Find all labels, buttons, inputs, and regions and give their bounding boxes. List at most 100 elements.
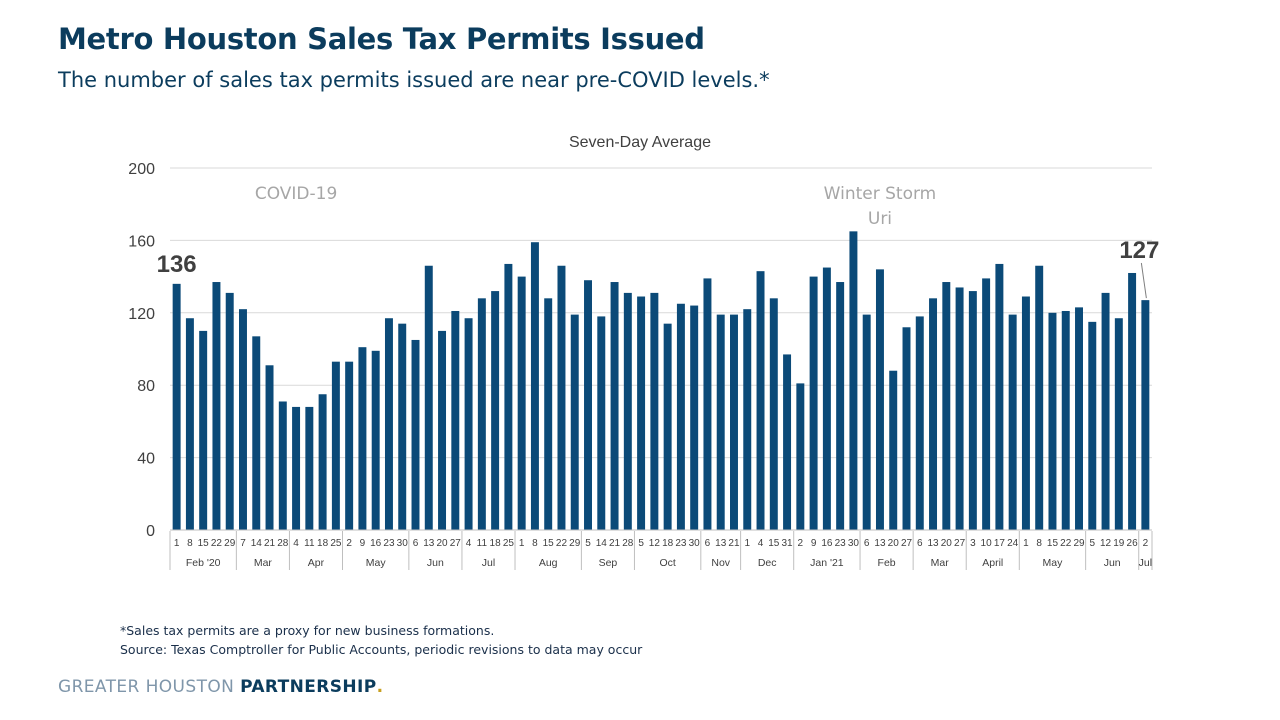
bar [623, 292, 632, 530]
x-tick-label: 22 [211, 538, 223, 549]
x-tick-label: 1 [519, 538, 525, 549]
bar [637, 296, 646, 530]
bar [597, 316, 606, 530]
bar [225, 292, 234, 530]
x-tick-label: 23 [675, 538, 687, 549]
bar [1128, 272, 1137, 530]
source-note: Source: Texas Comptroller for Public Acc… [120, 642, 643, 657]
x-tick-label: 26 [1127, 538, 1139, 549]
month-label: Sep [599, 557, 618, 569]
x-tick-label: 1 [174, 538, 180, 549]
x-tick-label: 6 [705, 538, 711, 549]
bar [292, 406, 301, 530]
x-tick-label: 1 [1023, 538, 1029, 549]
x-tick-label: 18 [490, 538, 502, 549]
bar [530, 242, 539, 530]
bar [783, 354, 792, 530]
bar [172, 283, 181, 530]
bar [1114, 318, 1123, 530]
x-tick-label: 24 [1007, 538, 1019, 549]
month-label: Dec [758, 557, 777, 569]
x-tick-label: 27 [450, 538, 462, 549]
x-tick-label: 18 [317, 538, 329, 549]
bar [862, 314, 871, 530]
x-tick-label: 22 [1060, 538, 1072, 549]
bar [650, 292, 659, 530]
footnote: *Sales tax permits are a proxy for new b… [120, 623, 495, 638]
bar [345, 361, 354, 530]
bar [716, 314, 725, 530]
bar [875, 269, 884, 530]
x-tick-label: 27 [901, 538, 913, 549]
x-tick-label: 17 [994, 538, 1006, 549]
bar [252, 336, 261, 530]
x-tick-label: 8 [1036, 538, 1042, 549]
bar [968, 291, 977, 530]
bar [982, 278, 991, 530]
bar [557, 265, 566, 530]
x-tick-label: 16 [821, 538, 833, 549]
x-tick-label: 5 [638, 538, 644, 549]
bar [849, 231, 858, 530]
x-tick-label: 7 [240, 538, 246, 549]
y-tick-label: 200 [128, 161, 155, 178]
x-tick-label: 8 [187, 538, 193, 549]
bar [278, 401, 287, 530]
bar [756, 271, 765, 530]
x-tick-label: 13 [715, 538, 727, 549]
bar [371, 350, 380, 530]
x-tick-label: 2 [346, 538, 352, 549]
bar [305, 406, 314, 530]
bar [239, 309, 247, 530]
x-tick-label: 23 [835, 538, 847, 549]
x-tick-label: 4 [758, 538, 764, 549]
annotation-label: COVID-19 [255, 184, 337, 204]
bar [809, 276, 818, 530]
x-tick-label: 25 [503, 538, 515, 549]
x-tick-label: 20 [888, 538, 900, 549]
y-tick-label: 120 [128, 306, 155, 323]
brand-logo: GREATER HOUSTON PARTNERSHIP. [58, 677, 384, 697]
x-tick-label: 13 [874, 538, 886, 549]
month-label: Jul [1139, 557, 1152, 569]
bar [384, 318, 393, 530]
bar [663, 323, 672, 530]
bar [265, 365, 274, 530]
bar [411, 339, 420, 530]
x-tick-label: 6 [864, 538, 870, 549]
x-tick-label: 15 [768, 538, 780, 549]
x-tick-label: 28 [622, 538, 634, 549]
x-tick-label: 6 [917, 538, 923, 549]
x-tick-label: 11 [304, 538, 315, 549]
bar [451, 310, 460, 530]
x-tick-label: 9 [811, 538, 817, 549]
month-label: Jun [1104, 557, 1121, 569]
bar [703, 278, 712, 530]
x-tick-label: 19 [1113, 538, 1125, 549]
bar [318, 394, 327, 530]
bar [185, 318, 194, 530]
x-tick-label: 6 [413, 538, 419, 549]
bar [212, 282, 221, 530]
bar [1141, 300, 1150, 530]
bar [464, 318, 473, 530]
x-tick-label: 15 [1047, 538, 1059, 549]
month-label: Nov [711, 557, 730, 569]
bar [491, 291, 500, 530]
x-tick-label: 29 [224, 538, 236, 549]
month-label: Oct [659, 557, 675, 569]
x-tick-label: 21 [728, 538, 740, 549]
x-tick-label: 11 [477, 538, 488, 549]
y-tick-label: 40 [137, 451, 155, 468]
y-tick-label: 0 [146, 523, 155, 540]
month-label: Jan '21 [810, 557, 844, 569]
bar [331, 361, 340, 530]
x-tick-label: 2 [798, 538, 804, 549]
month-label: Jun [427, 557, 444, 569]
bar [942, 282, 951, 530]
bar [730, 314, 738, 530]
bar [1008, 314, 1017, 530]
x-tick-label: 5 [1090, 538, 1096, 549]
x-tick-label: 16 [370, 538, 382, 549]
